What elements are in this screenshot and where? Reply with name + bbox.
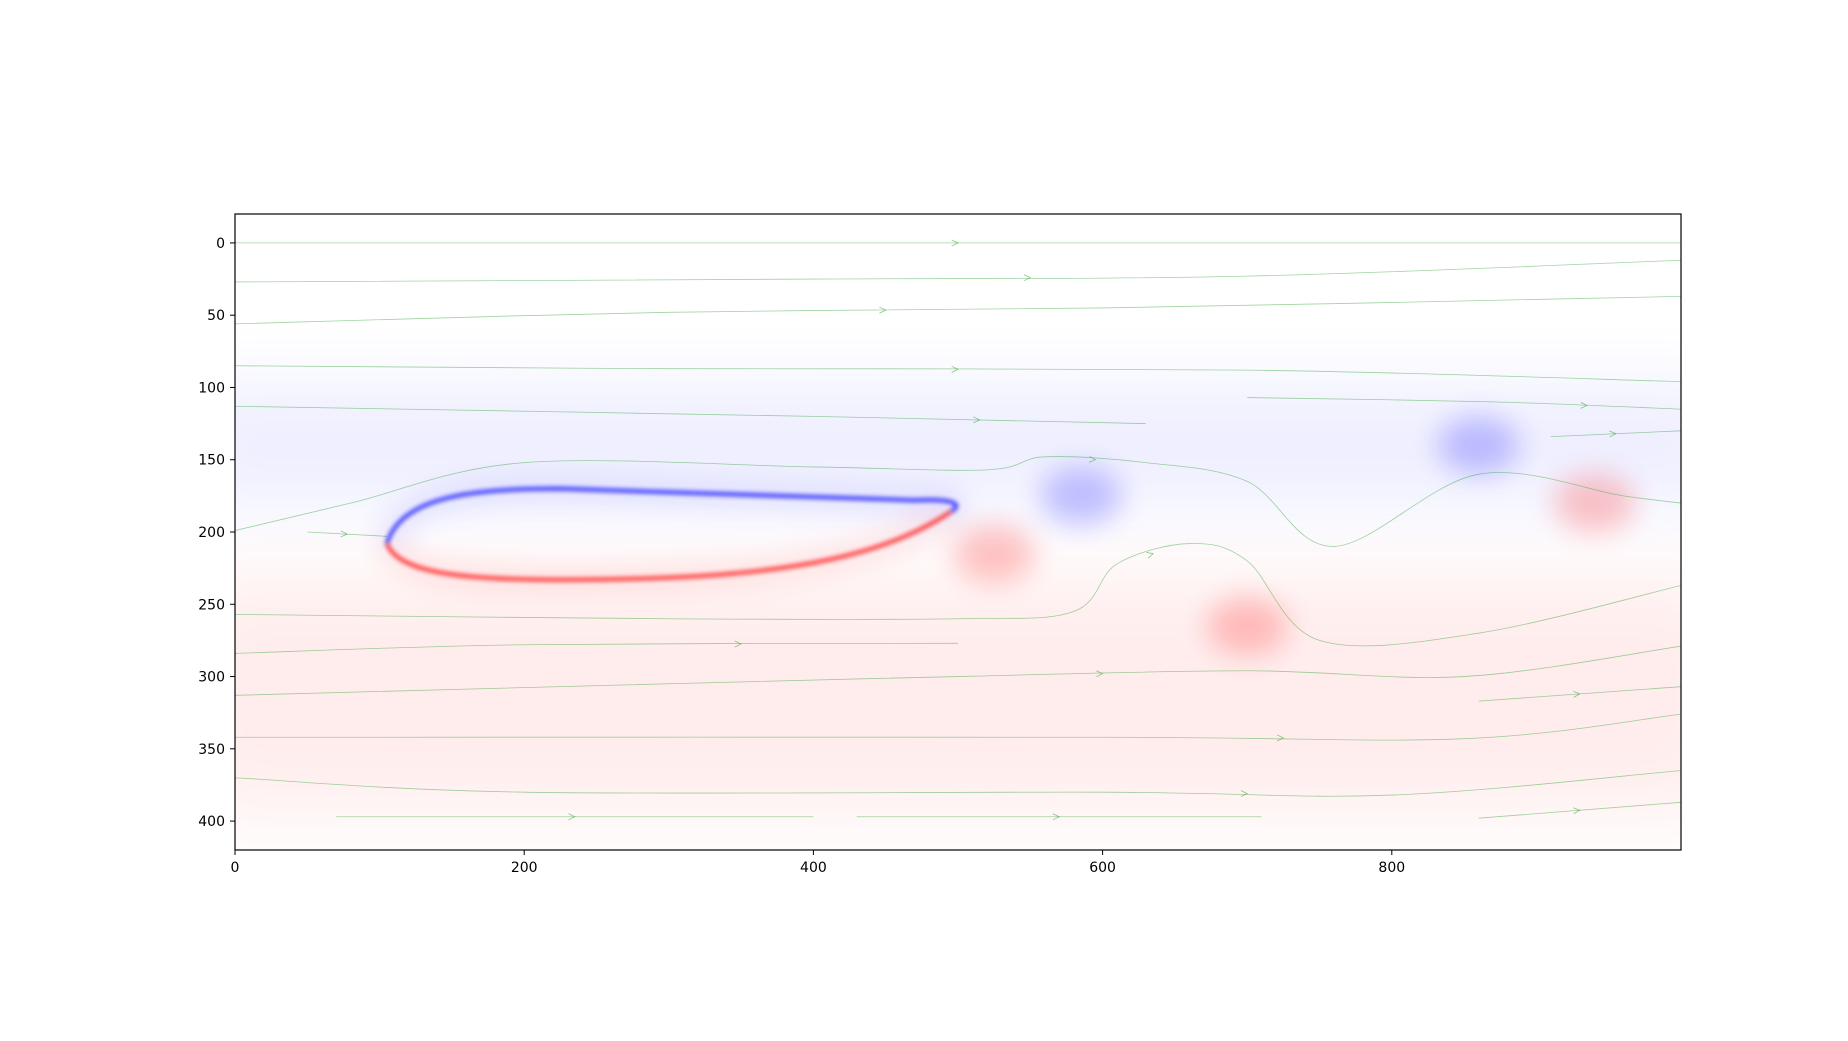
streamline-arrow-4 [973,416,981,424]
streamline-9 [235,645,1681,696]
streamline-7 [235,543,1681,647]
lower-shear-layer [385,510,952,582]
streamline-arrow-1 [1023,274,1032,282]
streamline-arrow-10 [1276,734,1285,742]
streamline-16 [1247,397,1681,410]
background-region-1 [235,575,1681,814]
y-tick-label-2: 100 [198,380,225,396]
x-axis: 0 200 400 600 800 [231,850,1405,876]
streamline-arrow-15 [1573,807,1581,815]
streamline-arrow-6 [340,530,348,538]
streamline-arrow-9 [1096,670,1104,678]
vorticity-field [235,387,1681,814]
streamline-arrow-2 [879,306,887,314]
streamline-5 [235,456,1681,547]
x-tick-label-3: 600 [1089,860,1116,876]
y-tick-label-7: 350 [198,742,225,758]
upper-shear-layer [385,486,958,545]
streamline-arrow-13 [1052,813,1061,821]
streamline-arrow-7 [1146,552,1155,559]
plot-area [235,214,1681,850]
y-tick-label-4: 200 [198,525,225,541]
streamline-arrow-14 [1573,690,1581,698]
vortex-0 [1040,466,1122,525]
y-tick-label-8: 400 [198,814,225,830]
y-tick-label-5: 250 [198,597,225,613]
streamlines [235,239,1681,821]
streamline-arrow-17 [1609,430,1617,438]
y-tick-label-0: 0 [216,236,225,252]
obstacle [378,479,966,589]
streamline-2 [235,295,1681,325]
x-tick-label-4: 800 [1378,860,1405,876]
streamline-3 [235,365,1681,383]
x-tick-label-0: 0 [231,860,240,876]
streamline-10 [235,713,1681,741]
streamline-arrow-0 [951,239,959,247]
streamline-arrow-5 [1088,455,1097,463]
y-axis: 0 50 100 150 200 250 300 350 400 [198,236,235,830]
streamline-11 [235,770,1681,797]
streamline-arrow-3 [951,365,959,373]
vortex-2 [1206,597,1288,655]
streamline-8 [235,642,959,654]
vortex-3 [1438,416,1520,475]
x-tick-label-2: 400 [800,860,827,876]
y-tick-label-1: 50 [207,308,225,324]
streamline-arrow-11 [1240,790,1249,797]
vortex-1 [953,524,1035,583]
vortex-4 [1553,474,1635,532]
y-tick-label-6: 300 [198,670,225,686]
streamline-4 [235,405,1146,424]
x-tick-label-1: 200 [511,860,538,876]
streamline-1 [235,259,1681,283]
streamline-arrow-12 [568,813,576,821]
y-tick-label-3: 150 [198,453,225,469]
streamline-arrow-16 [1580,401,1588,409]
streamline-arrow-8 [734,640,743,648]
